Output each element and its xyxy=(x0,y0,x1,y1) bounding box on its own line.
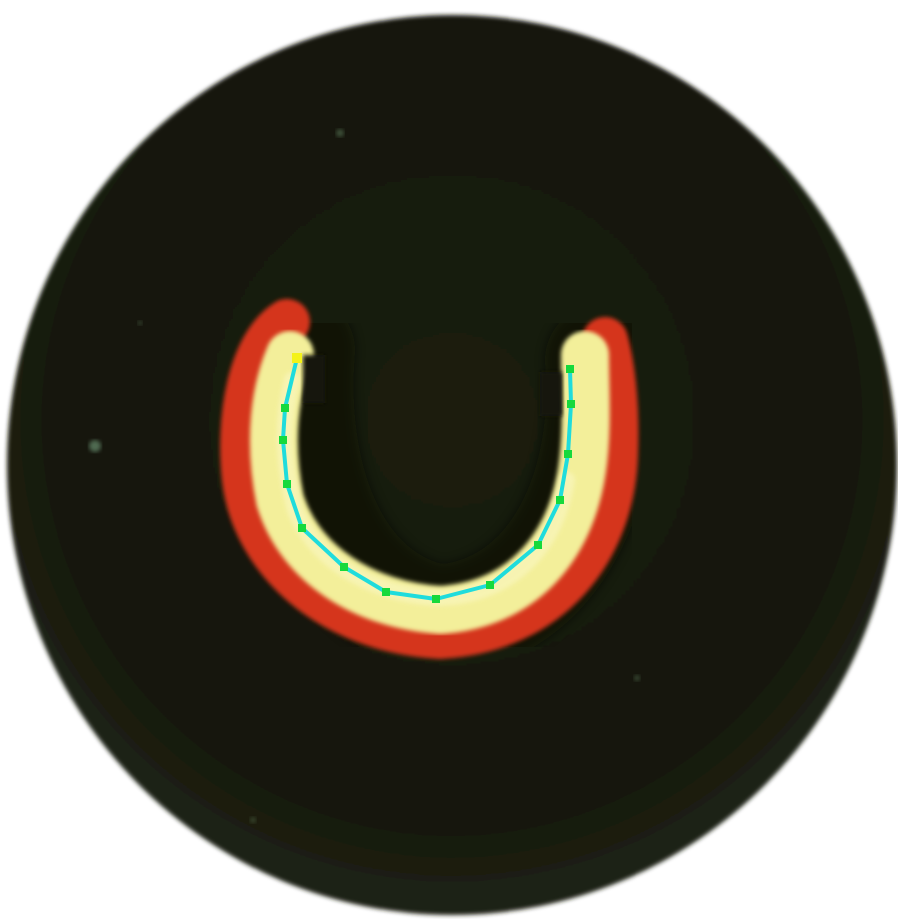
trace-point xyxy=(486,581,494,589)
speck-2 xyxy=(336,129,344,137)
speck-4 xyxy=(250,817,256,823)
trace-point xyxy=(340,563,348,571)
trace-point xyxy=(566,365,574,373)
trace-point xyxy=(564,450,572,458)
trace-point xyxy=(567,400,575,408)
trace-point xyxy=(298,524,306,532)
trace-point xyxy=(281,404,289,412)
trace-point xyxy=(534,541,542,549)
trace-point xyxy=(432,595,440,603)
trace-point xyxy=(382,588,390,596)
dish-icon xyxy=(7,15,897,915)
right-notch xyxy=(540,372,562,416)
left-notch xyxy=(303,355,325,403)
specimen-inner-band xyxy=(249,331,610,635)
trace-point xyxy=(283,480,291,488)
speck-1 xyxy=(89,440,101,452)
trace-point xyxy=(556,496,564,504)
centerline-trace-line xyxy=(281,356,573,601)
dust-specks xyxy=(89,129,640,823)
speck-3 xyxy=(634,675,640,681)
trace-points xyxy=(279,353,575,603)
trace-point xyxy=(279,436,287,444)
specimen-outer-ring xyxy=(220,299,639,660)
trace-start-point xyxy=(292,353,302,363)
speck-5 xyxy=(137,320,143,326)
